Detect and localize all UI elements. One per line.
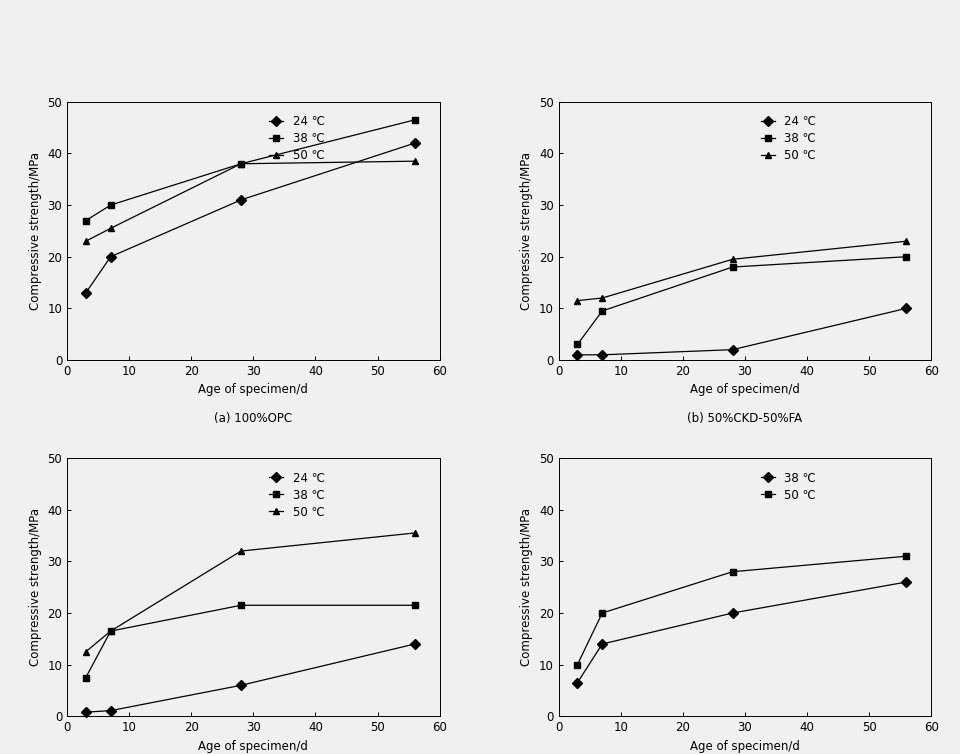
38 ℃ [80, 673, 91, 682]
Line: 24 ℃: 24 ℃ [574, 305, 910, 358]
X-axis label: Age of specimen/d: Age of specimen/d [199, 740, 308, 752]
Line: 50 ℃: 50 ℃ [574, 238, 910, 304]
24 ℃ [80, 288, 91, 297]
Y-axis label: Compressive strength/MPa: Compressive strength/MPa [29, 152, 42, 310]
Y-axis label: Compressive strength/MPa: Compressive strength/MPa [520, 508, 534, 667]
Line: 50 ℃: 50 ℃ [574, 553, 910, 668]
24 ℃ [596, 351, 608, 360]
38 ℃ [409, 115, 420, 124]
50 ℃ [80, 647, 91, 656]
38 ℃ [571, 678, 583, 687]
Legend: 38 ℃, 50 ℃: 38 ℃, 50 ℃ [758, 469, 819, 504]
38 ℃ [235, 159, 247, 168]
Line: 38 ℃: 38 ℃ [574, 253, 910, 348]
Line: 50 ℃: 50 ℃ [83, 529, 419, 655]
Text: (b) 50%CKD-50%FA: (b) 50%CKD-50%FA [687, 412, 803, 425]
50 ℃ [571, 296, 583, 305]
X-axis label: Age of specimen/d: Age of specimen/d [690, 740, 800, 752]
50 ℃ [80, 237, 91, 246]
38 ℃ [235, 601, 247, 610]
Legend: 24 ℃, 38 ℃, 50 ℃: 24 ℃, 38 ℃, 50 ℃ [267, 113, 327, 165]
50 ℃ [727, 255, 738, 264]
Y-axis label: Compressive strength/MPa: Compressive strength/MPa [520, 152, 534, 310]
Line: 24 ℃: 24 ℃ [83, 139, 419, 296]
38 ℃ [900, 578, 912, 587]
38 ℃ [596, 306, 608, 315]
38 ℃ [571, 340, 583, 349]
24 ℃ [571, 351, 583, 360]
50 ℃ [900, 237, 912, 246]
24 ℃ [80, 708, 91, 717]
50 ℃ [596, 293, 608, 302]
X-axis label: Age of specimen/d: Age of specimen/d [690, 383, 800, 397]
50 ℃ [105, 224, 116, 233]
50 ℃ [409, 157, 420, 166]
Legend: 24 ℃, 38 ℃, 50 ℃: 24 ℃, 38 ℃, 50 ℃ [758, 113, 819, 165]
38 ℃ [409, 601, 420, 610]
Line: 38 ℃: 38 ℃ [574, 578, 910, 686]
Y-axis label: Compressive strength/MPa: Compressive strength/MPa [29, 508, 42, 667]
Line: 38 ℃: 38 ℃ [83, 116, 419, 224]
24 ℃ [409, 139, 420, 148]
38 ℃ [105, 201, 116, 210]
50 ℃ [900, 552, 912, 561]
Legend: 24 ℃, 38 ℃, 50 ℃: 24 ℃, 38 ℃, 50 ℃ [267, 469, 327, 521]
50 ℃ [235, 547, 247, 556]
38 ℃ [105, 627, 116, 636]
38 ℃ [727, 262, 738, 271]
24 ℃ [105, 252, 116, 261]
50 ℃ [409, 529, 420, 538]
24 ℃ [900, 304, 912, 313]
X-axis label: Age of specimen/d: Age of specimen/d [199, 383, 308, 397]
Text: (a) 100%OPC: (a) 100%OPC [214, 412, 293, 425]
Line: 38 ℃: 38 ℃ [83, 602, 419, 681]
38 ℃ [80, 216, 91, 225]
24 ℃ [235, 195, 247, 204]
24 ℃ [235, 681, 247, 690]
Line: 50 ℃: 50 ℃ [83, 158, 419, 245]
50 ℃ [727, 567, 738, 576]
50 ℃ [571, 661, 583, 670]
50 ℃ [105, 627, 116, 636]
38 ℃ [596, 639, 608, 648]
50 ℃ [596, 608, 608, 618]
24 ℃ [727, 345, 738, 354]
Line: 24 ℃: 24 ℃ [83, 641, 419, 716]
38 ℃ [900, 252, 912, 261]
24 ℃ [105, 706, 116, 715]
50 ℃ [235, 159, 247, 168]
38 ℃ [727, 608, 738, 618]
24 ℃ [409, 639, 420, 648]
